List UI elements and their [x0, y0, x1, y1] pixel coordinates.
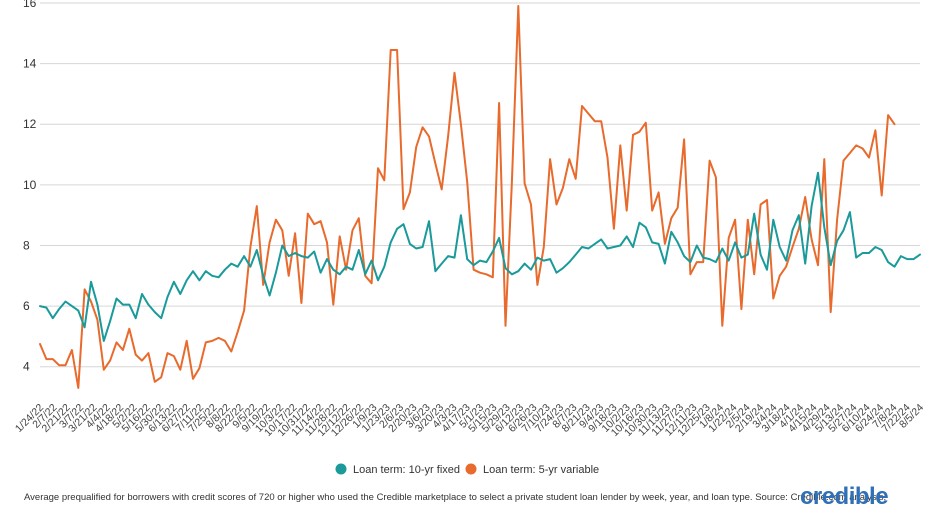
legend: Loan term: 10-yr fixed Loan term: 5-yr va…: [335, 463, 599, 476]
legend-swatch: [465, 463, 477, 475]
legend-swatch: [335, 463, 347, 475]
y-tick-label: 14: [23, 57, 37, 71]
legend-item-10yr-fixed: Loan term: 10-yr fixed: [335, 463, 460, 476]
y-tick-label: 6: [23, 299, 30, 313]
brand-logo: credible: [800, 483, 889, 510]
y-tick-label: 4: [23, 360, 30, 374]
y-tick-label: 12: [23, 117, 37, 131]
footnote: Average prequalified for borrowers with …: [24, 492, 887, 503]
y-tick-label: 16: [23, 0, 37, 10]
y-tick-label: 8: [23, 238, 30, 252]
legend-label: Loan term: 5-yr variable: [483, 464, 599, 476]
y-tick-label: 10: [23, 178, 37, 192]
y-axis-ticks: 4 6 8 10 12 14 16: [23, 0, 37, 374]
legend-label: Loan term: 10-yr fixed: [353, 464, 460, 476]
series-line-5yr-variable: [39, 5, 896, 389]
x-axis-ticks: 1/24/222/7/222/21/223/7/223/21/224/4/224…: [13, 402, 926, 440]
series-lines: [39, 5, 921, 389]
legend-item-5yr-variable: Loan term: 5-yr variable: [465, 463, 599, 476]
grid-lines: [40, 2, 920, 368]
series-line-10yr-fixed: [39, 171, 921, 342]
